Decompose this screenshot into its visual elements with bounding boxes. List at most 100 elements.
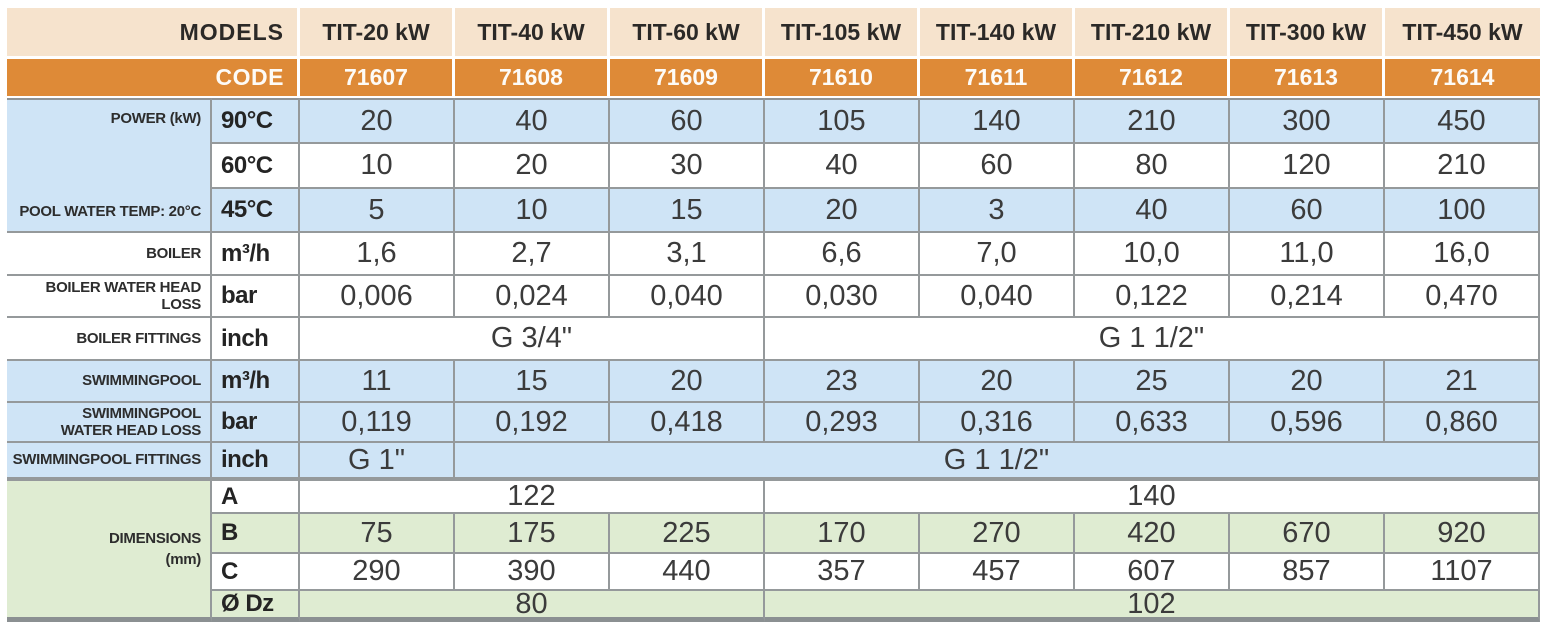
boiler-head-loss-value: 0,470 [1385,276,1540,318]
pool-fittings-small: G 1" [300,443,455,479]
code-header: CODE [7,59,300,98]
pool-head-loss-value: 0,633 [1075,403,1230,443]
unit-inch: inch [212,318,300,361]
power-60c-value: 80 [1075,144,1230,189]
dimension-c-value: 357 [765,554,920,591]
pool-flow-value: 20 [610,361,765,403]
dimension-b-value: 75 [300,514,455,554]
pool-head-loss-label-line2: WATER HEAD LOSS [60,422,202,439]
unit-m3h: m³/h [212,233,300,276]
dimension-c-value: 290 [300,554,455,591]
pool-head-loss-value: 0,119 [300,403,455,443]
model-column-header: TIT-140 kW [920,8,1075,59]
power-90c-value: 105 [765,98,920,144]
pool-water-temp-label: POOL WATER TEMP: 20°C [19,202,201,220]
unit-m3h: m³/h [212,361,300,403]
pool-head-loss-label-line1: SWIMMINGPOOL [82,404,201,422]
pool-label: SWIMMINGPOOL [7,361,212,403]
power-45c-value: 10 [455,189,610,233]
dimension-b-value: 270 [920,514,1075,554]
power-45c-value: 100 [1385,189,1540,233]
pool-flow-value: 25 [1075,361,1230,403]
model-column-header: TIT-450 kW [1385,8,1540,59]
power-45c-value: 15 [610,189,765,233]
code-value: 71610 [765,59,920,98]
boiler-head-loss-value: 0,006 [300,276,455,318]
dimension-c-value: 607 [1075,554,1230,591]
pool-flow-value: 15 [455,361,610,403]
dimensions-section-label: DIMENSIONS (mm) [7,479,212,622]
dimension-a-small: 122 [300,479,765,514]
boiler-fittings-label: BOILER FITTINGS [7,318,212,361]
code-value: 71608 [455,59,610,98]
boiler-head-loss-value: 0,122 [1075,276,1230,318]
boiler-flow-value: 3,1 [610,233,765,276]
pool-flow-value: 20 [1230,361,1385,403]
model-column-header: TIT-210 kW [1075,8,1230,59]
boiler-flow-value: 7,0 [920,233,1075,276]
dimension-c-value: 1107 [1385,554,1540,591]
power-60c-value: 40 [765,144,920,189]
power-section-label: POWER (kW) POOL WATER TEMP: 20°C [7,98,212,233]
pool-head-loss-label: SWIMMINGPOOL WATER HEAD LOSS [7,403,212,443]
pool-flow-value: 11 [300,361,455,403]
unit-45c: 45°C [212,189,300,233]
unit-a: A [212,479,300,514]
unit-bar: bar [212,403,300,443]
dimensions-label: DIMENSIONS [108,529,201,547]
dimension-c-value: 857 [1230,554,1385,591]
power-60c-value: 20 [455,144,610,189]
model-column-header: TIT-300 kW [1230,8,1385,59]
pool-fittings-large: G 1 1/2" [455,443,1540,479]
dimension-c-value: 440 [610,554,765,591]
boiler-fittings-small: G 3/4" [300,318,765,361]
pool-flow-value: 23 [765,361,920,403]
code-value: 71614 [1385,59,1540,98]
power-60c-value: 210 [1385,144,1540,189]
power-90c-value: 60 [610,98,765,144]
pool-head-loss-value: 0,316 [920,403,1075,443]
dimension-b-value: 420 [1075,514,1230,554]
boiler-head-loss-value: 0,214 [1230,276,1385,318]
power-45c-value: 40 [1075,189,1230,233]
boiler-head-loss-value: 0,030 [765,276,920,318]
power-label: POWER (kW) [110,110,202,127]
dimension-b-value: 670 [1230,514,1385,554]
pool-fittings-label: SWIMMINGPOOL FITTINGS [7,443,212,479]
power-60c-value: 30 [610,144,765,189]
boiler-flow-value: 6,6 [765,233,920,276]
boiler-head-loss-label: BOILER WATER HEAD LOSS [7,276,212,318]
dimension-dz-large: 102 [765,589,1540,622]
boiler-flow-value: 11,0 [1230,233,1385,276]
boiler-flow-value: 2,7 [455,233,610,276]
model-column-header: TIT-105 kW [765,8,920,59]
dimension-c-value: 457 [920,554,1075,591]
unit-inch: inch [212,443,300,479]
power-90c-value: 210 [1075,98,1230,144]
spec-table: MODELS TIT-20 kW TIT-40 kW TIT-60 kW TIT… [7,8,1540,622]
unit-b: B [212,514,300,554]
model-column-header: TIT-60 kW [610,8,765,59]
pool-head-loss-value: 0,293 [765,403,920,443]
power-45c-value: 20 [765,189,920,233]
dimension-b-value: 920 [1385,514,1540,554]
boiler-head-loss-value: 0,024 [455,276,610,318]
power-60c-value: 60 [920,144,1075,189]
dimension-c-value: 390 [455,554,610,591]
power-45c-value: 60 [1230,189,1385,233]
code-value: 71607 [300,59,455,98]
code-value: 71613 [1230,59,1385,98]
code-value: 71609 [610,59,765,98]
dimension-b-value: 170 [765,514,920,554]
code-value: 71612 [1075,59,1230,98]
boiler-label: BOILER [7,233,212,276]
boiler-flow-value: 10,0 [1075,233,1230,276]
dimension-dz-small: 80 [300,589,765,622]
models-header: MODELS [7,8,300,59]
boiler-flow-value: 1,6 [300,233,455,276]
dimension-a-large: 140 [765,479,1540,514]
pool-flow-value: 20 [920,361,1075,403]
boiler-fittings-large: G 1 1/2" [765,318,1540,361]
dimension-b-value: 175 [455,514,610,554]
